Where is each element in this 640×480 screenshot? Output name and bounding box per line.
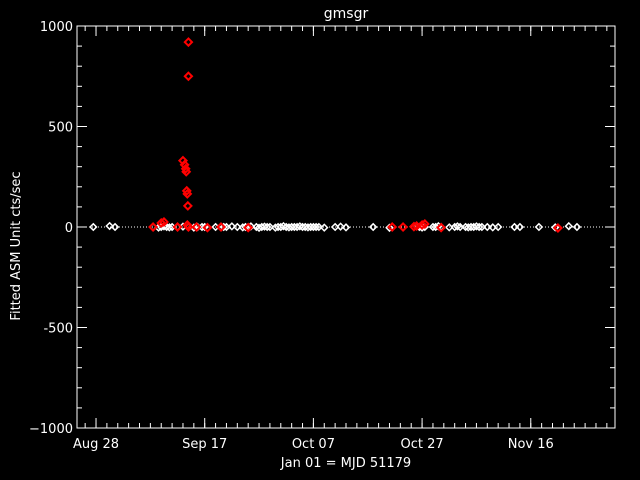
x-tick-label-3: Oct 27 [401,437,444,452]
data-point-white [320,223,329,232]
data-point-white [265,222,275,232]
data-point-white [262,222,272,232]
x-tick-label-4: Nov 16 [508,437,554,452]
y-tick-label-2: 0 [65,221,73,236]
axis-ticks [77,25,615,429]
data-point-red [436,222,447,233]
data-point-white [227,222,237,231]
data-point-red [179,159,190,170]
data-point-white [336,222,345,231]
data-point-white [474,222,484,232]
data-points [89,37,582,234]
data-point-red [243,222,254,233]
x-tick-label-1: Sep 17 [182,437,227,452]
data-point-white [461,222,470,232]
data-point-red [398,221,409,233]
y-axis-label: Fitted ASM Unit cts/sec [9,171,24,320]
data-point-white [385,223,394,233]
data-point-white [534,222,544,232]
data-point-white [165,223,174,232]
data-point-white [300,222,310,232]
data-point-white [260,222,269,231]
data-point-white [276,222,286,232]
data-point-white [306,222,315,232]
data-point-white [89,222,98,232]
data-point-red [202,222,213,233]
data-point-white [257,222,267,232]
data-point-white [233,222,242,232]
x-tick-label-2: Oct 07 [292,437,335,452]
y-tick-label-0: 1000 [40,20,73,35]
data-point-red [419,218,430,229]
data-point-white [314,222,324,232]
data-point-white [105,221,114,231]
x-tick-label-0: Aug 28 [73,437,119,452]
data-point-red [158,216,169,227]
data-point-red [181,185,192,196]
data-point-white [110,222,120,232]
data-point-red [417,219,428,231]
data-point-white [450,222,459,232]
data-point-red [182,188,193,199]
data-point-white [341,223,351,232]
data-point-white [477,222,487,232]
data-point-white [515,222,525,232]
data-point-white [311,222,321,232]
data-point-red [180,163,191,174]
data-point-white [564,221,574,231]
data-point-white [483,222,492,232]
data-point-red [182,200,193,211]
data-point-white [287,222,296,232]
data-point-red [172,221,183,233]
y-tick-label-3: -500 [43,322,73,337]
data-point-white [455,222,465,232]
data-point-white [298,222,307,232]
data-point-white [368,222,378,232]
data-point-white [572,222,582,232]
x-axis-label: Jan 01 = MJD 51179 [280,456,411,471]
data-point-red [183,221,194,233]
data-point-red [215,221,227,233]
data-point-red [177,155,188,166]
data-point-red [156,217,167,228]
y-tick-label-1: 500 [48,121,73,136]
data-point-red [181,166,192,177]
data-point-red [408,221,419,232]
data-point-white [469,222,478,232]
data-point-white [309,222,318,232]
data-point-white [510,222,519,232]
data-point-white [219,222,228,232]
chart-title: gmsgr [324,6,369,22]
data-point-red [552,222,563,234]
data-point-red [148,221,159,233]
data-point-white [292,222,302,232]
data-point-red [183,71,194,82]
data-point-red [183,37,194,48]
data-point-red [191,221,202,233]
data-point-white [493,222,503,232]
data-point-white [281,222,291,232]
data-point-red [387,221,398,233]
y-tick-label-4: −1000 [29,422,73,437]
